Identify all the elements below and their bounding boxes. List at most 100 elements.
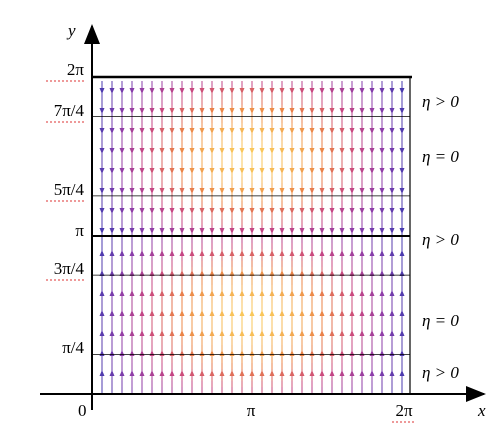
field-arrowhead: [109, 310, 115, 316]
field-arrowhead: [229, 270, 235, 276]
field-arrowhead: [239, 370, 245, 376]
field-arrowhead: [399, 250, 405, 256]
field-arrowhead: [369, 270, 375, 276]
field-arrowhead: [339, 350, 345, 356]
field-arrowhead: [129, 250, 135, 256]
field-arrowhead: [249, 188, 255, 194]
field-arrowhead: [309, 208, 315, 214]
field-arrowhead: [369, 168, 375, 174]
field-arrowhead: [349, 270, 355, 276]
field-arrowhead: [319, 188, 325, 194]
field-arrowhead: [219, 350, 225, 356]
field-arrowhead: [379, 270, 385, 276]
field-arrowhead: [149, 290, 155, 296]
field-arrowhead: [359, 88, 365, 94]
field-arrowhead: [249, 330, 255, 336]
field-arrowhead: [389, 370, 395, 376]
field-arrowhead: [299, 310, 305, 316]
field-arrowhead: [339, 188, 345, 194]
field-arrowhead: [119, 208, 125, 214]
field-arrowhead: [339, 228, 345, 234]
field-arrowhead: [159, 208, 165, 214]
field-arrowhead: [129, 290, 135, 296]
field-arrowhead: [289, 188, 295, 194]
field-arrowhead: [219, 228, 225, 234]
field-arrowhead: [319, 228, 325, 234]
field-arrowhead: [389, 228, 395, 234]
field-arrowhead: [349, 290, 355, 296]
field-arrowhead: [309, 188, 315, 194]
field-arrowhead: [289, 228, 295, 234]
field-arrowhead: [119, 290, 125, 296]
field-arrowhead: [369, 188, 375, 194]
field-arrowhead: [339, 208, 345, 214]
field-arrowhead: [249, 350, 255, 356]
field-arrowhead: [269, 250, 275, 256]
field-arrowhead: [339, 310, 345, 316]
field-arrowhead: [239, 228, 245, 234]
field-arrowhead: [269, 228, 275, 234]
field-arrowhead: [179, 88, 185, 94]
field-arrowhead: [189, 370, 195, 376]
field-arrowhead: [329, 310, 335, 316]
region-labels: η > 0 η = 0 η > 0 η = 0 η > 0: [422, 92, 459, 382]
field-arrowhead: [299, 290, 305, 296]
field-arrowhead: [259, 128, 265, 134]
field-arrowhead: [259, 88, 265, 94]
field-arrowhead: [199, 108, 205, 114]
field-arrowhead: [359, 250, 365, 256]
field-arrowhead: [149, 350, 155, 356]
field-arrowhead: [299, 148, 305, 154]
field-arrowhead: [109, 290, 115, 296]
field-arrowhead: [319, 370, 325, 376]
field-arrowhead: [149, 128, 155, 134]
field-arrowhead: [159, 290, 165, 296]
field-arrowhead: [239, 88, 245, 94]
field-arrowhead: [299, 330, 305, 336]
field-arrowhead: [299, 128, 305, 134]
field-arrowhead: [219, 208, 225, 214]
field-arrowhead: [319, 108, 325, 114]
x-tick-label: 2π: [395, 401, 413, 420]
field-arrowhead: [299, 370, 305, 376]
field-arrowhead: [279, 128, 285, 134]
field-arrowhead: [299, 270, 305, 276]
field-arrowhead: [259, 168, 265, 174]
field-arrowhead: [259, 310, 265, 316]
field-arrowhead: [339, 250, 345, 256]
field-arrowhead: [149, 148, 155, 154]
field-arrowhead: [349, 208, 355, 214]
field-arrowhead: [389, 350, 395, 356]
field-arrowhead: [279, 310, 285, 316]
field-arrowhead: [229, 228, 235, 234]
field-arrowhead: [259, 370, 265, 376]
field-arrowhead: [219, 370, 225, 376]
origin-label: 0: [78, 401, 87, 420]
field-arrowhead: [179, 148, 185, 154]
field-arrowhead: [219, 88, 225, 94]
field-arrowhead: [159, 370, 165, 376]
field-arrowhead: [159, 310, 165, 316]
field-arrowhead: [399, 188, 405, 194]
field-arrowhead: [119, 168, 125, 174]
field-arrowhead: [239, 270, 245, 276]
field-arrowhead: [299, 108, 305, 114]
field-arrowhead: [389, 128, 395, 134]
field-arrowhead: [109, 370, 115, 376]
field-arrowhead: [359, 168, 365, 174]
field-arrowhead: [229, 208, 235, 214]
field-arrowhead: [109, 228, 115, 234]
field-arrowhead: [339, 128, 345, 134]
field-arrowhead: [99, 148, 105, 154]
field-arrowhead: [209, 250, 215, 256]
field-arrowhead: [179, 350, 185, 356]
field-arrowhead: [209, 228, 215, 234]
field-arrowhead: [199, 290, 205, 296]
field-arrowhead: [189, 250, 195, 256]
field-arrowhead: [199, 370, 205, 376]
field-arrowhead: [99, 250, 105, 256]
field-arrowhead: [109, 88, 115, 94]
field-arrowhead: [139, 270, 145, 276]
field-arrowhead: [309, 370, 315, 376]
field-arrowhead: [119, 330, 125, 336]
